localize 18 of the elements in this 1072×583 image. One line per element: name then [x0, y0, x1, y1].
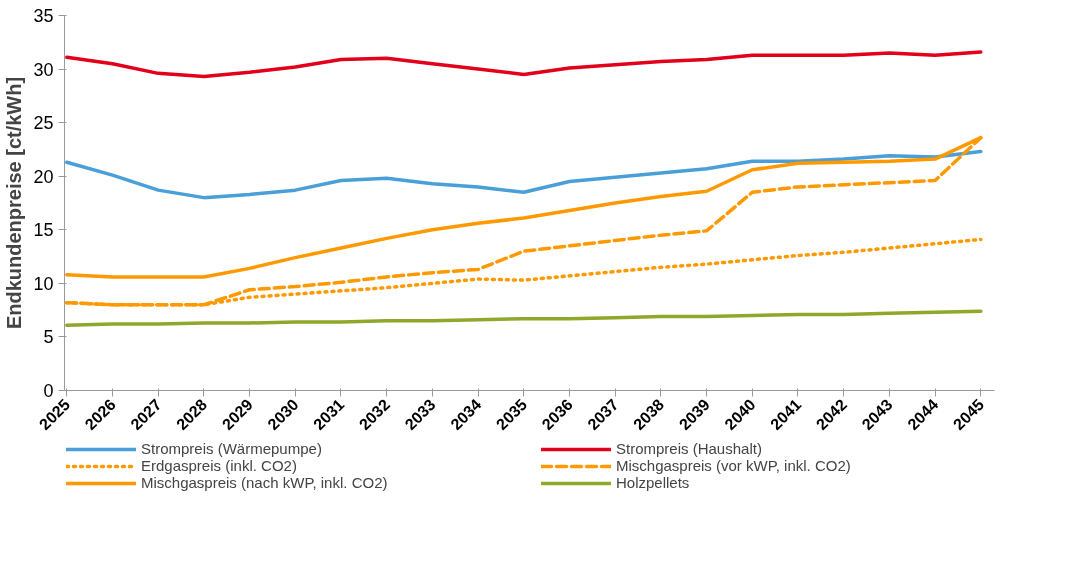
y-tick-label: 20 — [33, 166, 54, 187]
line-series — [65, 309, 983, 327]
y-axis-title: Endkundenpreise [ct/kWh] — [3, 76, 26, 330]
y-tick-label: 30 — [33, 59, 54, 80]
legend-label: Strompreis (Wärmepumpe) — [141, 440, 323, 457]
y-tick-label: 35 — [33, 6, 54, 26]
line-series — [65, 50, 983, 79]
y-tick-label: 10 — [33, 273, 54, 294]
legend-label: Strompreis (Haushalt) — [616, 440, 763, 457]
legend-label: Erdgaspreis (inkl. CO2) — [141, 457, 298, 474]
legend-label: Mischgaspreis (vor kWP, inkl. CO2) — [616, 457, 852, 474]
line-series — [65, 149, 983, 200]
y-tick-label: 25 — [33, 113, 54, 134]
y-tick-label: 0 — [43, 381, 54, 401]
y-tick-label: 15 — [33, 220, 54, 241]
legend-label: Holzpellets — [616, 474, 691, 491]
legend-label: Mischgaspreis (nach kWP, inkl. CO2) — [141, 474, 389, 491]
y-tick-label: 5 — [43, 327, 54, 348]
